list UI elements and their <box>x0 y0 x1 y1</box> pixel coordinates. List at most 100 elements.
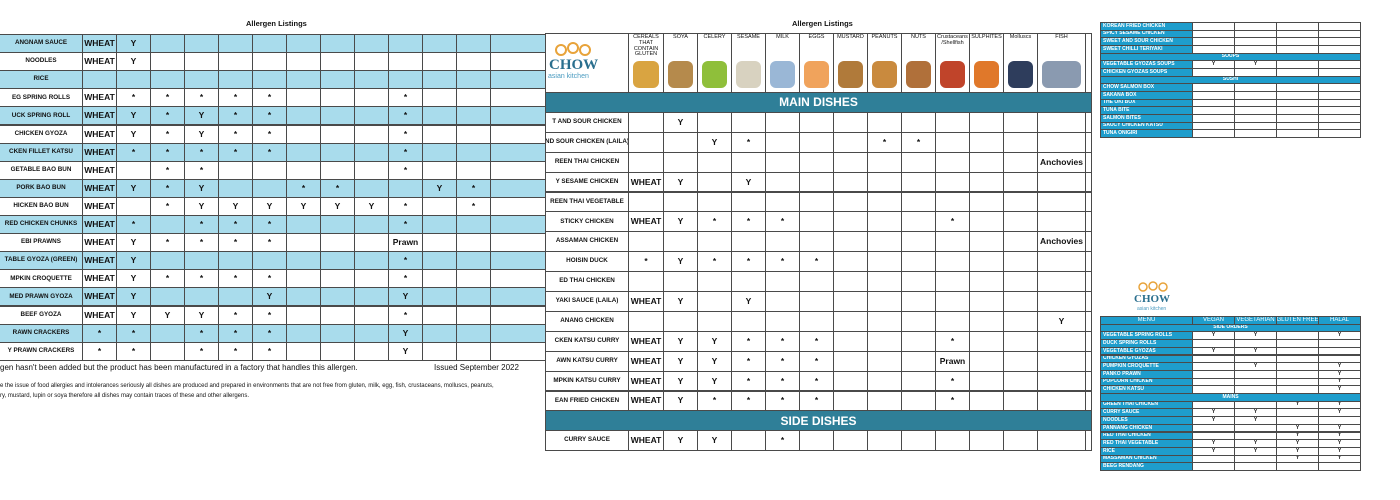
empty-cell <box>490 178 546 198</box>
column-label: CELERY <box>703 34 726 40</box>
empty-cell <box>1037 191 1086 213</box>
empty-cell <box>422 287 457 307</box>
allergen-cell: WHEAT <box>82 160 117 180</box>
allergen-cell: * <box>765 390 800 412</box>
allergen-cell: * <box>252 215 287 235</box>
empty-cell <box>901 330 936 352</box>
empty-cell <box>663 151 698 173</box>
allergen-cell: WHEAT <box>82 305 117 325</box>
empty-cell <box>867 151 902 173</box>
empty-cell <box>1085 131 1092 153</box>
empty-cell <box>901 191 936 213</box>
allergen-cell: Y <box>663 370 698 392</box>
empty-cell <box>456 106 491 126</box>
allergen-cell: * <box>184 341 219 361</box>
allergen-cell: Y <box>663 430 698 452</box>
empty-cell <box>935 191 970 213</box>
allergen-cell: * <box>150 233 185 253</box>
allergen-cell: WHEAT <box>82 34 117 54</box>
empty-cell <box>867 231 902 253</box>
empty-cell <box>833 310 868 332</box>
empty-cell <box>969 211 1004 233</box>
empty-cell <box>765 291 800 312</box>
empty-cell <box>1003 251 1038 273</box>
empty-cell <box>969 390 1004 412</box>
empty-cell <box>388 178 423 198</box>
empty-cell <box>320 323 355 343</box>
empty-cell <box>354 178 389 198</box>
empty-cell <box>422 341 457 361</box>
allergen-cell: Y <box>218 196 253 216</box>
allergen-cell: * <box>286 178 321 198</box>
empty-cell <box>1234 462 1277 471</box>
allergen-cell: Y <box>388 287 423 307</box>
allergen-cell: WHEAT <box>82 142 117 162</box>
column-label: MILK <box>776 34 789 40</box>
allergen-cell: * <box>456 196 491 216</box>
empty-cell <box>456 287 491 307</box>
column-label: PEANUTS <box>871 34 898 40</box>
empty-cell <box>456 269 491 289</box>
empty-cell <box>388 70 423 90</box>
empty-cell <box>799 291 834 312</box>
empty-cell <box>490 106 546 126</box>
empty-cell <box>456 160 491 180</box>
empty-cell <box>697 171 732 193</box>
allergen-cell: WHEAT <box>628 291 664 312</box>
row-name: CHICKEN GYOZA <box>0 124 83 144</box>
allergen-cell: Anchovies <box>1037 151 1086 173</box>
allergen-cell: * <box>218 88 253 108</box>
allergen-cell: Y <box>116 233 151 253</box>
empty-cell <box>354 269 389 289</box>
disclaimer: e the issue of food allergies and intole… <box>0 383 494 389</box>
empty-cell <box>765 171 800 193</box>
allergen-cell: WHEAT <box>82 251 117 271</box>
empty-cell <box>422 88 457 108</box>
allergen-cell: * <box>765 370 800 392</box>
empty-cell <box>354 305 389 325</box>
empty-cell <box>286 124 321 144</box>
empty-cell <box>833 191 868 213</box>
empty-cell <box>1037 271 1086 292</box>
row-name: BEEF GYOZA <box>0 305 83 325</box>
empty-cell <box>1037 430 1086 452</box>
empty-cell <box>286 233 321 253</box>
empty-cell <box>901 211 936 233</box>
empty-cell <box>1085 271 1092 292</box>
row-name: RED CHICKEN CHUNKS <box>0 215 83 235</box>
allergen-cell: * <box>901 131 936 153</box>
empty-cell <box>1003 390 1038 412</box>
empty-cell <box>150 323 185 343</box>
empty-cell <box>286 106 321 126</box>
empty-cell <box>252 52 287 72</box>
allergen-cell: * <box>252 305 287 325</box>
empty-cell <box>286 323 321 343</box>
empty-cell <box>765 191 800 213</box>
allergen-cell: * <box>697 251 732 273</box>
empty-cell <box>456 341 491 361</box>
allergen-cell: * <box>252 106 287 126</box>
allergen-cell: Y <box>697 350 732 372</box>
allergen-cell: Y <box>1037 310 1086 332</box>
empty-cell <box>628 151 664 173</box>
allergen-cell: Y <box>320 196 355 216</box>
empty-cell <box>628 310 664 332</box>
empty-cell <box>663 271 698 292</box>
empty-cell <box>184 251 219 271</box>
allergen-cell: * <box>765 330 800 352</box>
empty-cell <box>286 88 321 108</box>
empty-cell <box>490 215 546 235</box>
empty-cell <box>422 124 457 144</box>
empty-cell <box>1003 131 1038 153</box>
empty-cell <box>354 34 389 54</box>
allergen-cell: Y <box>252 196 287 216</box>
empty-cell <box>697 310 732 332</box>
empty-cell <box>1085 390 1092 412</box>
allergen-cell: * <box>731 390 766 412</box>
allergen-cell: Y <box>731 171 766 193</box>
allergen-cell: * <box>218 142 253 162</box>
column-label: Molluscs <box>1009 34 1032 40</box>
empty-cell <box>731 310 766 332</box>
empty-cell <box>1003 231 1038 253</box>
row-name: CKEN FILLET KATSU <box>0 142 83 162</box>
